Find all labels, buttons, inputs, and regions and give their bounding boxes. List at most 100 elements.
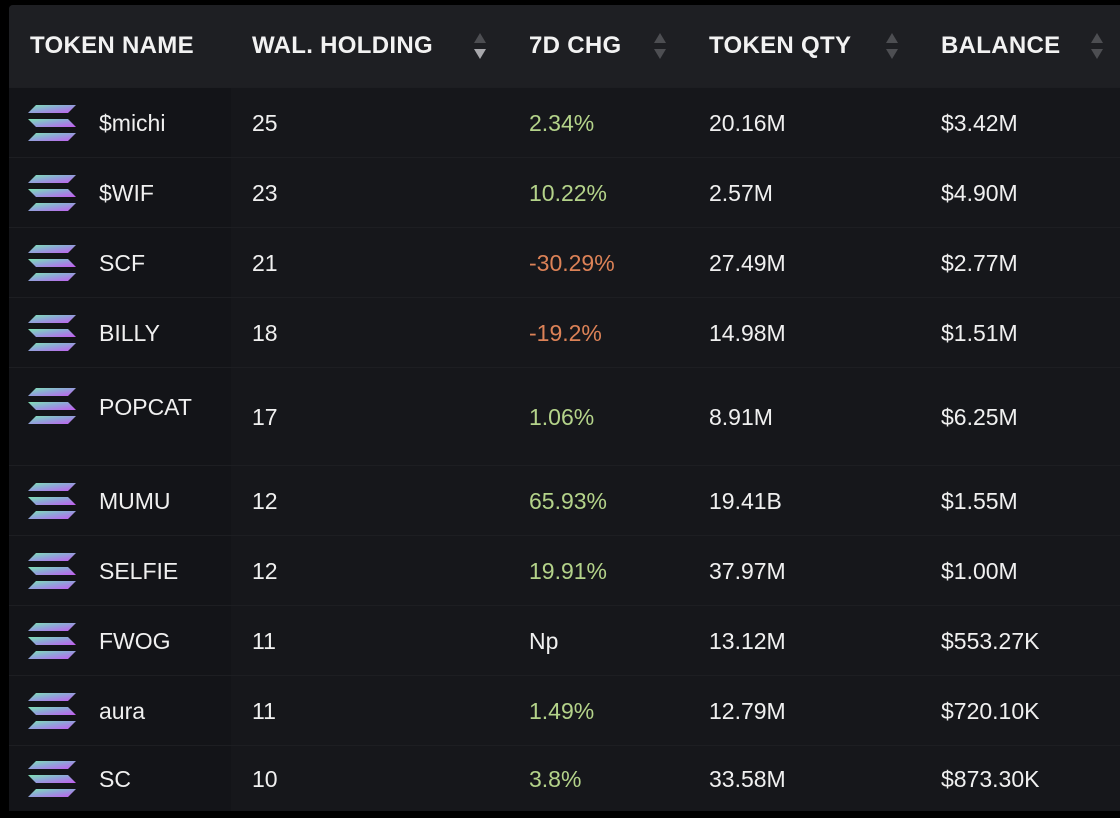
change-7d-cell-value: 19.91% [529,557,608,584]
wallet-holding-cell: 11 [252,676,276,746]
balance-cell-value: $3.42M [941,109,1018,136]
token-name-cell: SELFIE [9,536,231,606]
balance-cell-value: $1.55M [941,487,1018,514]
solana-icon [28,315,76,351]
token-qty-cell: 2.57M [709,158,773,228]
token-qty-cell: 37.97M [709,536,786,606]
token-qty-cell: 12.79M [709,676,786,746]
wallet-holding-cell: 23 [252,158,278,228]
token-name-cell: BILLY [9,298,231,368]
token-name[interactable]: SCF [99,249,145,276]
token-table: TOKEN NAME WAL. HOLDING 7D CHG TOKEN QTY… [9,5,1120,811]
balance-cell-value: $1.51M [941,319,1018,346]
table-row[interactable]: MUMU 12 65.93% 19.41B $1.55M [9,465,1120,536]
column-header-token-name[interactable]: TOKEN NAME [30,32,194,59]
balance-cell: $1.00M [941,536,1018,606]
token-name[interactable]: FWOG [99,627,171,654]
token-name[interactable]: aura [99,697,146,724]
balance-cell: $3.42M [941,88,1018,158]
token-qty-cell: 20.16M [709,88,786,158]
wallet-holding-cell-value: 17 [252,403,278,430]
column-header-7d-chg[interactable]: 7D CHG [529,32,622,59]
column-header-wal-holding[interactable]: WAL. HOLDING [252,32,433,59]
table-row[interactable]: SC 10 3.8% 33.58M $873.30K [9,745,1120,811]
token-name[interactable]: SC [99,765,131,792]
sort-icon[interactable] [885,31,899,61]
solana-icon [28,388,76,424]
table-row[interactable]: $WIF 23 10.22% 2.57M $4.90M [9,157,1120,228]
balance-cell: $6.25M [941,368,1018,466]
change-7d-cell-value: 3.8% [529,765,582,792]
table-row[interactable]: BILLY 18 -19.2% 14.98M $1.51M [9,297,1120,368]
token-qty-cell-value: 12.79M [709,697,786,724]
change-7d-cell: 3.8% [529,746,581,811]
wallet-holding-cell: 21 [252,228,278,298]
column-header-token-qty[interactable]: TOKEN QTY [709,32,852,59]
token-qty-cell-value: 20.16M [709,109,786,136]
token-qty-cell-value: 8.91M [709,403,773,430]
balance-cell-value: $553.27K [941,627,1040,654]
sort-icon[interactable] [653,31,667,61]
wallet-holding-cell-value: 11 [252,697,276,724]
token-qty-cell-value: 14.98M [709,319,786,346]
token-name-cell: FWOG [9,606,231,676]
token-name[interactable]: POPCAT [99,394,192,420]
sort-icon[interactable] [1090,31,1104,61]
change-7d-cell-value: 2.34% [529,109,595,136]
balance-cell-value: $2.77M [941,249,1018,276]
token-name-cell: SCF [9,228,231,298]
table-row[interactable]: SCF 21 -30.29% 27.49M $2.77M [9,227,1120,298]
balance-cell-value: $6.25M [941,403,1018,430]
change-7d-cell-value: -30.29% [529,249,615,276]
wallet-holding-cell: 10 [252,746,278,811]
balance-cell: $553.27K [941,606,1039,676]
wallet-holding-cell: 11 [252,606,276,676]
wallet-holding-cell: 17 [252,368,278,466]
token-name[interactable]: MUMU [99,487,171,514]
token-qty-cell-value: 2.57M [709,179,773,206]
token-name-cell: aura [9,676,231,746]
solana-icon [28,175,76,211]
token-name-cell: $michi [9,88,231,158]
wallet-holding-cell: 18 [252,298,278,368]
solana-icon [28,245,76,281]
change-7d-cell: -30.29% [529,228,615,298]
token-qty-cell-value: 27.49M [709,249,786,276]
solana-icon [28,623,76,659]
change-7d-cell-value: -19.2% [529,319,602,346]
column-header-balance[interactable]: BALANCE [941,32,1061,59]
token-qty-cell: 13.12M [709,606,786,676]
change-7d-cell: 1.06% [529,368,594,466]
table-row[interactable]: FWOG 11 Np 13.12M $553.27K [9,605,1120,676]
table-header: TOKEN NAME WAL. HOLDING 7D CHG TOKEN QTY… [9,5,1120,87]
balance-cell: $1.55M [941,466,1018,536]
table-row[interactable]: SELFIE 12 19.91% 37.97M $1.00M [9,535,1120,606]
token-name[interactable]: SELFIE [99,557,179,584]
solana-icon [28,553,76,589]
wallet-holding-cell-value: 10 [252,765,278,792]
token-qty-cell: 8.91M [709,368,773,466]
wallet-holding-cell-value: 25 [252,109,278,136]
token-name-cell: $WIF [9,158,231,228]
token-name[interactable]: $WIF [99,179,154,206]
balance-cell: $4.90M [941,158,1018,228]
balance-cell-value: $4.90M [941,179,1018,206]
sort-icon[interactable] [473,31,487,61]
solana-icon [28,483,76,519]
balance-cell: $873.30K [941,746,1039,811]
change-7d-cell: 1.49% [529,676,594,746]
solana-icon [28,693,76,729]
table-row[interactable]: $michi 25 2.34% 20.16M $3.42M [9,87,1120,158]
table-row[interactable]: aura 11 1.49% 12.79M $720.10K [9,675,1120,746]
change-7d-cell-value: Np [529,627,559,654]
table-row[interactable]: POPCAT 17 1.06% 8.91M $6.25M [9,367,1120,466]
balance-cell-value: $873.30K [941,765,1040,792]
change-7d-cell-value: 1.06% [529,403,595,430]
token-name[interactable]: BILLY [99,319,160,346]
change-7d-cell: Np [529,606,558,676]
wallet-holding-cell-value: 12 [252,487,278,514]
wallet-holding-cell: 12 [252,536,278,606]
token-name[interactable]: $michi [99,109,166,136]
balance-cell: $720.10K [941,676,1039,746]
change-7d-cell: -19.2% [529,298,602,368]
